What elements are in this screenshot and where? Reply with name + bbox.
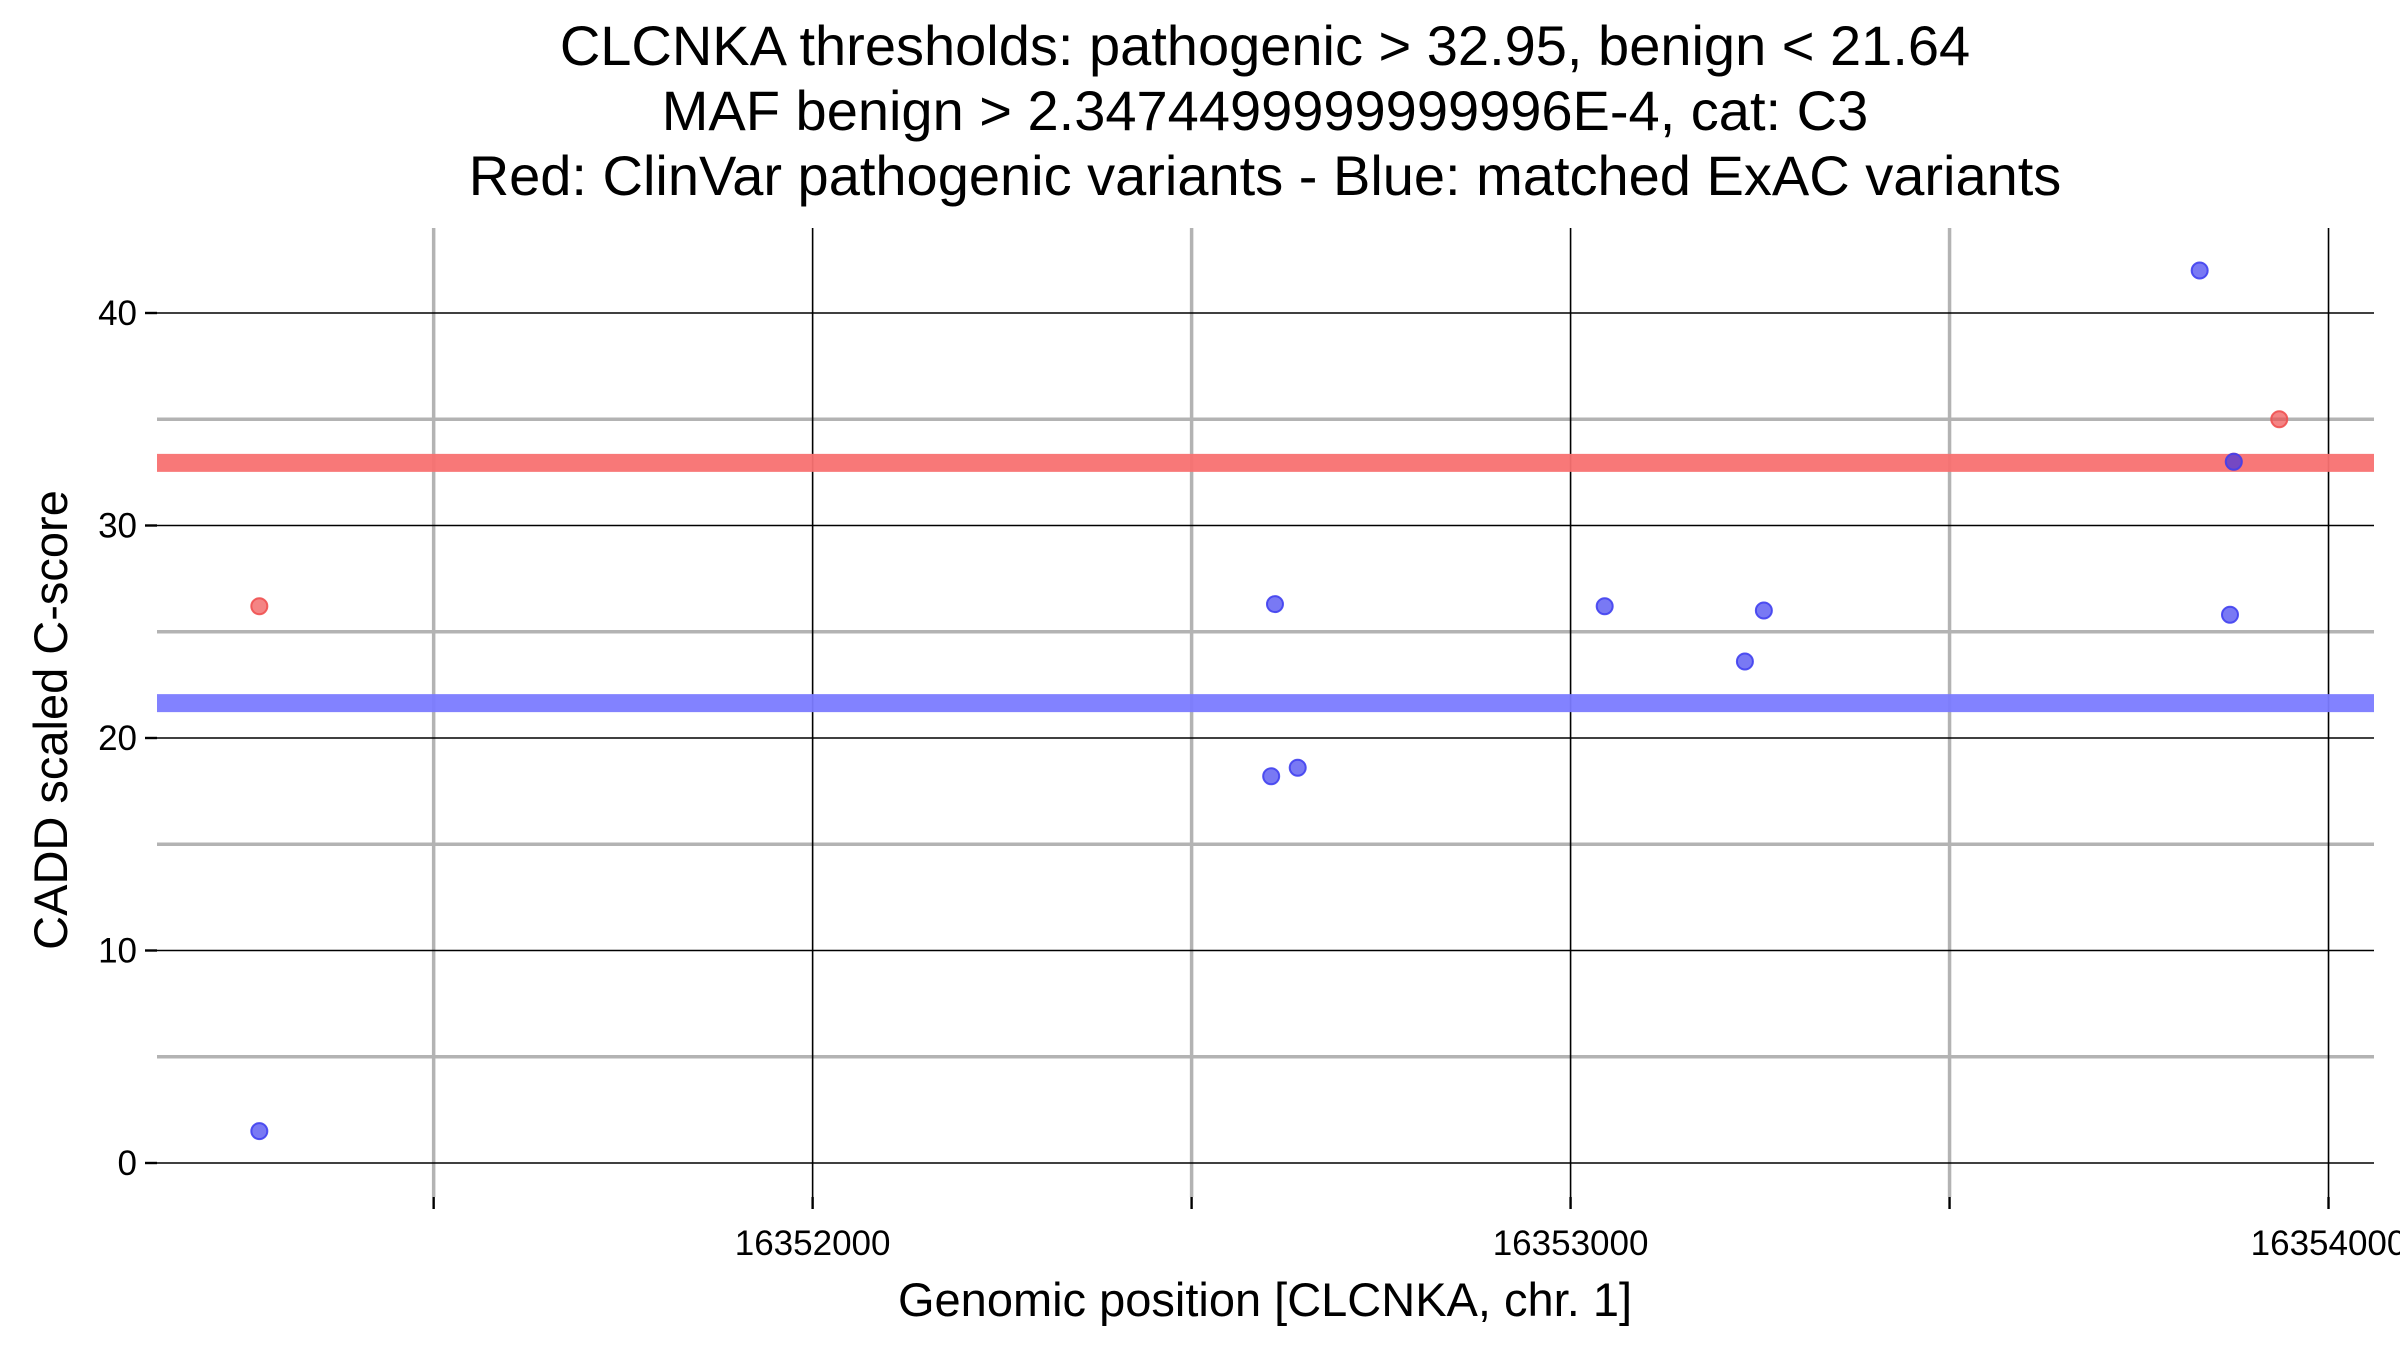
exac-variant-point <box>1735 652 1754 671</box>
exac-variant-point <box>1288 758 1307 777</box>
grid-layer <box>157 228 2374 1197</box>
chart-title-line-1: CLCNKA thresholds: pathogenic > 32.95, b… <box>560 14 1970 77</box>
axis-layer: 0 10 20 30 40 16352000 16353000 16354000 <box>98 294 2400 1263</box>
y-tick-label: 10 <box>98 932 137 971</box>
chart-title-line-3: Red: ClinVar pathogenic variants - Blue:… <box>469 144 2062 207</box>
exac-variant-point <box>2190 261 2209 280</box>
y-axis-label: CADD scaled C-score <box>24 490 77 950</box>
chart-title-line-2: MAF benign > 2.3474499999999996E-4, cat:… <box>662 79 1868 142</box>
exac-variant-point <box>250 1122 269 1141</box>
points-layer <box>250 261 2289 1141</box>
x-tick-label: 16352000 <box>735 1224 891 1263</box>
clinvar-pathogenic-point <box>250 597 269 616</box>
threshold-layer <box>157 453 2374 713</box>
exac-variant-point <box>1754 601 1773 620</box>
exac-variant-point <box>2224 452 2243 471</box>
y-tick-label: 20 <box>98 719 137 758</box>
y-tick-label: 30 <box>98 507 137 546</box>
exac-variant-point <box>2220 605 2239 624</box>
y-tick-label: 40 <box>98 294 137 333</box>
clinvar-pathogenic-point <box>2270 410 2289 429</box>
chart-title: CLCNKA thresholds: pathogenic > 32.95, b… <box>469 14 2062 207</box>
exac-variant-point <box>1265 595 1284 614</box>
y-tick-label: 0 <box>118 1144 137 1183</box>
exac-variant-point <box>1595 597 1614 616</box>
x-tick-label: 16354000 <box>2251 1224 2400 1263</box>
exac-variant-point <box>1262 767 1281 786</box>
x-axis-label: Genomic position [CLCNKA, chr. 1] <box>898 1273 1632 1326</box>
x-tick-label: 16353000 <box>1493 1224 1649 1263</box>
